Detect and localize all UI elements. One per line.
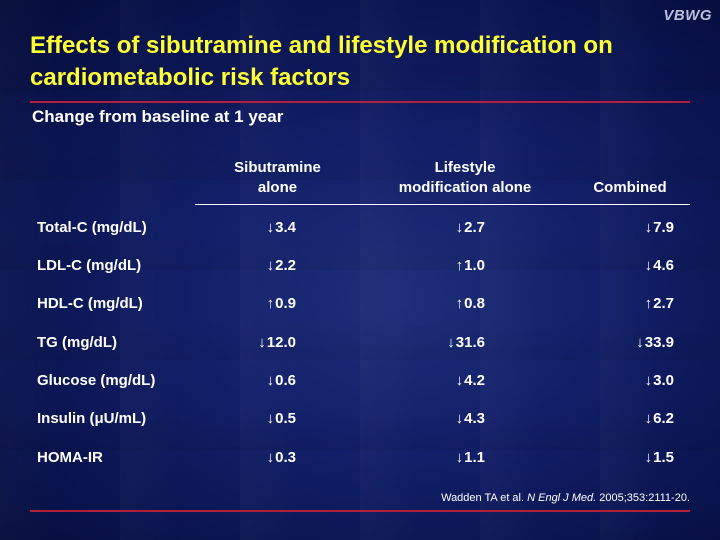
table-cell: ↓1.5 [645, 449, 674, 466]
arrow-down-icon: ↓ [644, 372, 653, 389]
arrow-down-icon: ↓ [266, 219, 275, 236]
column-header-lifestyle: Lifestyle modification alone [375, 158, 555, 198]
table-cell: ↓3.0 [645, 372, 674, 389]
cell-value: 1.5 [653, 449, 674, 466]
column-header-line1: Lifestyle [434, 159, 496, 176]
arrow-down-icon: ↓ [455, 410, 464, 427]
table-cell: ↓3.4 [267, 219, 296, 236]
cell-value: 0.6 [275, 372, 296, 389]
table-cell: ↓2.7 [456, 219, 485, 236]
column-header-line1: Sibutramine [234, 159, 321, 176]
cell-value: 4.3 [464, 410, 485, 427]
arrow-up-icon: ↑ [455, 257, 464, 274]
row-label: HOMA-IR [37, 449, 103, 466]
table-cell: ↓0.3 [267, 449, 296, 466]
table-cell: ↓6.2 [645, 410, 674, 427]
table-cell: ↓7.9 [645, 219, 674, 236]
table-cell: ↓4.3 [456, 410, 485, 427]
cell-value: 7.9 [653, 219, 674, 236]
arrow-down-icon: ↓ [266, 257, 275, 274]
arrow-up-icon: ↑ [644, 295, 653, 312]
citation-details: 2005;353:2111-20. [596, 492, 690, 504]
row-label: TG (mg/dL) [37, 334, 117, 351]
table-row: TG (mg/dL) ↓12.0 ↓31.6 ↓33.9 [0, 334, 720, 358]
vbwg-logo: VBWG [663, 7, 712, 24]
cell-value: 1.1 [464, 449, 485, 466]
table-row: Glucose (mg/dL) ↓0.6 ↓4.2 ↓3.0 [0, 372, 720, 396]
table-cell: ↓0.6 [267, 372, 296, 389]
footer-divider [30, 510, 690, 512]
row-label: Glucose (mg/dL) [37, 372, 156, 389]
arrow-down-icon: ↓ [266, 372, 275, 389]
table-cell: ↓33.9 [636, 334, 674, 351]
cell-value: 3.0 [653, 372, 674, 389]
cell-value: 4.6 [653, 257, 674, 274]
column-header-combined: Combined [570, 158, 690, 198]
table-cell: ↑1.0 [456, 257, 485, 274]
row-label: LDL-C (mg/dL) [37, 257, 142, 274]
table-cell: ↓12.0 [258, 334, 296, 351]
arrow-down-icon: ↓ [644, 219, 653, 236]
cell-value: 2.7 [653, 295, 674, 312]
row-label: Insulin (μU/mL) [37, 410, 147, 427]
arrow-down-icon: ↓ [455, 219, 464, 236]
cell-value: 33.9 [644, 334, 674, 351]
row-label: Total-C (mg/dL) [37, 219, 147, 236]
cell-value: 0.8 [464, 295, 485, 312]
cell-value: 6.2 [653, 410, 674, 427]
table-cell: ↓0.5 [267, 410, 296, 427]
arrow-down-icon: ↓ [644, 449, 653, 466]
table-cell: ↑0.9 [267, 295, 296, 312]
title-divider [30, 101, 690, 103]
column-header-line2: alone [257, 179, 298, 196]
citation-journal: N Engl J Med. [527, 492, 597, 504]
table-cell: ↑0.8 [456, 295, 485, 312]
arrow-down-icon: ↓ [266, 449, 275, 466]
slide-title: Effects of sibutramine and lifestyle mod… [30, 32, 613, 91]
cell-value: 2.2 [275, 257, 296, 274]
arrow-down-icon: ↓ [644, 257, 653, 274]
arrow-down-icon: ↓ [447, 334, 455, 351]
cell-value: 0.9 [275, 295, 296, 312]
table-cell: ↓1.1 [456, 449, 485, 466]
table-row: Total-C (mg/dL) ↓3.4 ↓2.7 ↓7.9 [0, 219, 720, 243]
arrow-up-icon: ↑ [266, 295, 275, 312]
table-cell: ↓31.6 [447, 334, 485, 351]
cell-value: 4.2 [464, 372, 485, 389]
table-cell: ↓4.2 [456, 372, 485, 389]
cell-value: 0.3 [275, 449, 296, 466]
arrow-down-icon: ↓ [258, 334, 266, 351]
table-row: Insulin (μU/mL) ↓0.5 ↓4.3 ↓6.2 [0, 410, 720, 434]
cell-value: 1.0 [464, 257, 485, 274]
table-cell: ↓2.2 [267, 257, 296, 274]
cell-value: 2.7 [464, 219, 485, 236]
column-header-line1 [570, 158, 690, 178]
table-cell: ↑2.7 [645, 295, 674, 312]
slide-subtitle: Change from baseline at 1 year [32, 107, 284, 126]
cell-value: 0.5 [275, 410, 296, 427]
table-row: HOMA-IR ↓0.3 ↓1.1 ↓1.5 [0, 449, 720, 473]
column-header-line2: modification alone [398, 179, 532, 196]
citation: Wadden TA et al. N Engl J Med. 2005;353:… [441, 492, 690, 504]
arrow-down-icon: ↓ [455, 449, 464, 466]
column-header-line2: Combined [593, 179, 667, 196]
cell-value: 3.4 [275, 219, 296, 236]
table-row: HDL-C (mg/dL) ↑0.9 ↑0.8 ↑2.7 [0, 295, 720, 319]
row-label: HDL-C (mg/dL) [37, 295, 143, 312]
table-cell: ↓4.6 [645, 257, 674, 274]
column-header-sibutramine: Sibutramine alone [200, 158, 355, 198]
arrow-up-icon: ↑ [455, 295, 464, 312]
header-rule [195, 204, 690, 205]
cell-value: 12.0 [266, 334, 296, 351]
table-row: LDL-C (mg/dL) ↓2.2 ↑1.0 ↓4.6 [0, 257, 720, 281]
arrow-down-icon: ↓ [455, 372, 464, 389]
arrow-down-icon: ↓ [636, 334, 644, 351]
arrow-down-icon: ↓ [266, 410, 275, 427]
arrow-down-icon: ↓ [644, 410, 653, 427]
cell-value: 31.6 [455, 334, 485, 351]
citation-authors: Wadden TA et al. [441, 492, 528, 504]
